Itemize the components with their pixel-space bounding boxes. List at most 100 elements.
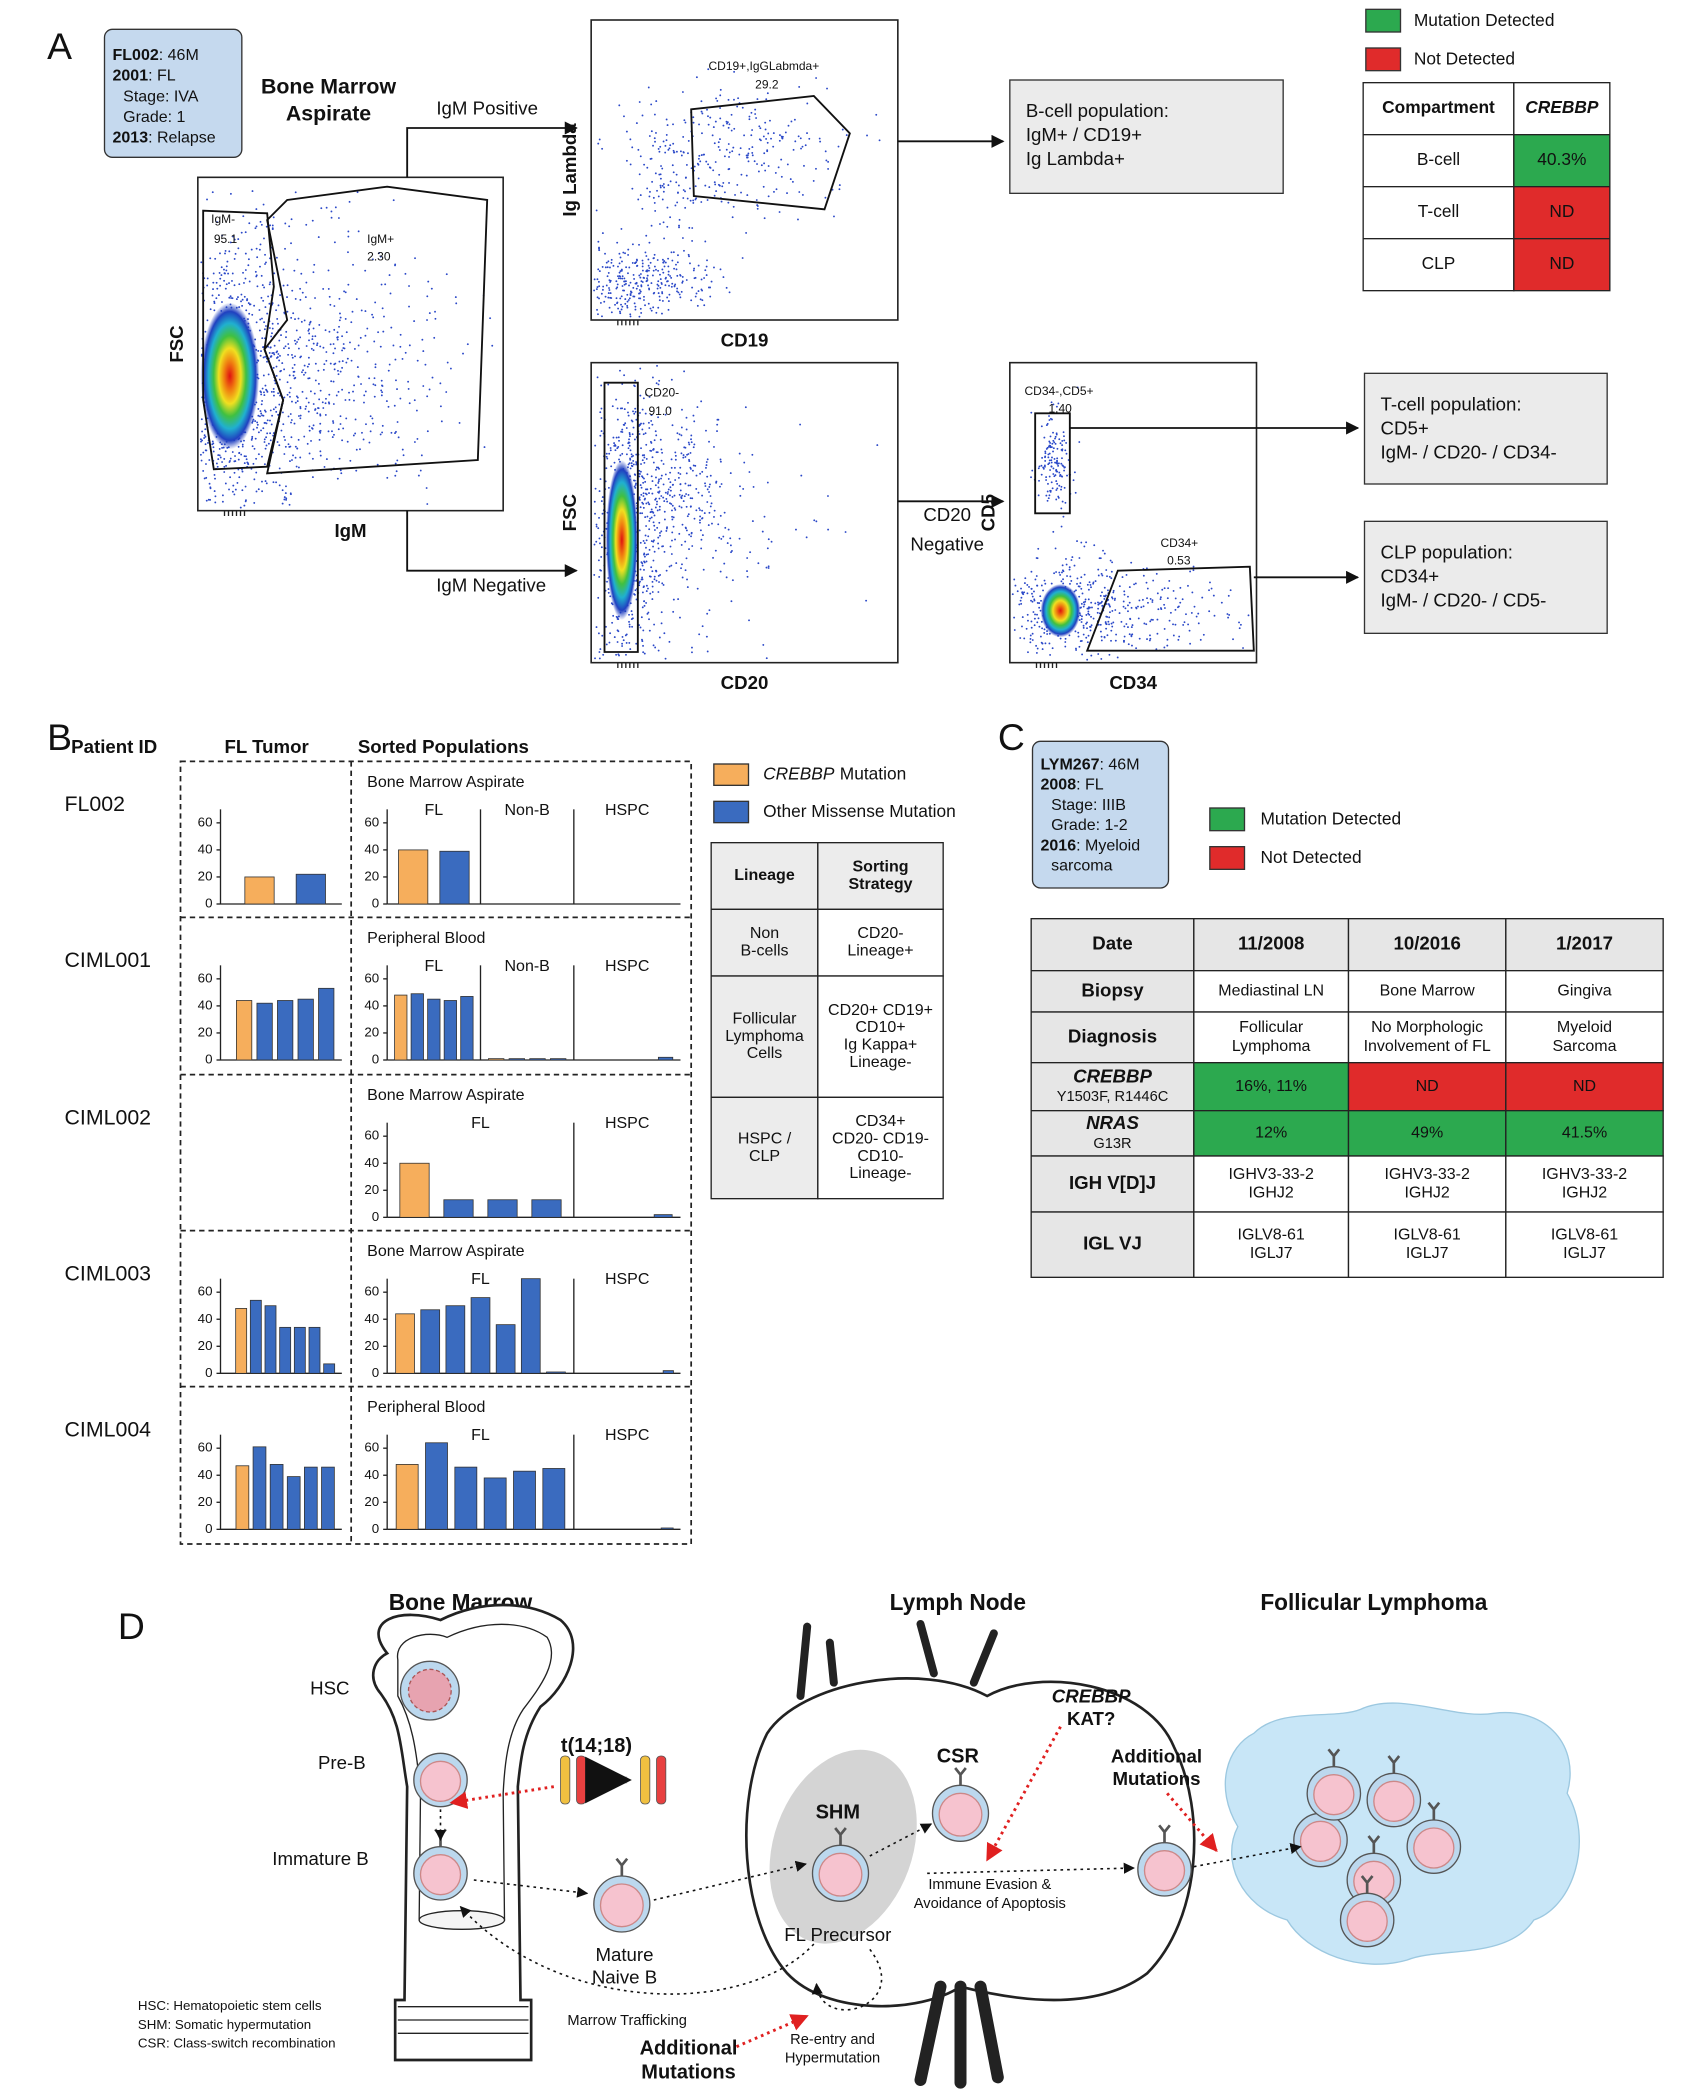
event-dot — [311, 338, 313, 340]
event-dot — [669, 275, 671, 277]
event-dot — [668, 489, 670, 491]
event-dot — [284, 439, 286, 441]
bar — [253, 1447, 266, 1529]
event-dot — [628, 614, 630, 616]
event-dot — [643, 495, 645, 497]
event-dot — [1193, 569, 1195, 571]
event-dot — [623, 281, 625, 283]
event-dot — [688, 140, 690, 142]
event-dot — [1065, 638, 1067, 640]
event-dot — [277, 441, 279, 443]
event-dot — [701, 518, 703, 520]
event-dot — [299, 457, 301, 459]
event-dot — [1128, 643, 1130, 645]
event-dot — [1044, 456, 1046, 458]
event-dot — [645, 525, 647, 527]
event-dot — [1238, 621, 1240, 623]
event-dot — [1100, 595, 1102, 597]
event-dot — [668, 478, 670, 480]
event-dot — [619, 262, 621, 264]
event-dot — [269, 283, 271, 285]
event-dot — [691, 545, 693, 547]
event-dot — [677, 261, 679, 263]
event-dot — [676, 151, 678, 153]
patient-text: : Relapse — [148, 130, 216, 147]
event-dot — [313, 264, 315, 266]
event-dot — [1052, 487, 1054, 489]
event-dot — [214, 501, 216, 503]
event-dot — [421, 339, 423, 341]
event-dot — [1037, 548, 1039, 550]
y-tick-label: 40 — [364, 1311, 379, 1326]
event-dot — [693, 465, 695, 467]
event-dot — [245, 253, 247, 255]
bar — [455, 1467, 477, 1529]
event-dot — [250, 303, 252, 305]
event-dot — [740, 192, 742, 194]
event-dot — [653, 257, 655, 259]
event-dot — [693, 446, 695, 448]
event-dot — [628, 621, 630, 623]
event-dot — [803, 165, 805, 167]
bar — [324, 1364, 335, 1373]
event-dot — [701, 539, 703, 541]
event-dot — [282, 489, 284, 491]
event-dot — [1078, 441, 1080, 443]
event-dot — [602, 266, 604, 268]
event-dot — [673, 150, 675, 152]
event-dot — [658, 480, 660, 482]
event-dot — [285, 499, 287, 501]
event-dot — [600, 385, 602, 387]
table-cell-text: Lymphoma — [1232, 1038, 1311, 1055]
gate-name: IgM+ — [367, 232, 394, 246]
event-dot — [1057, 496, 1059, 498]
event-dot — [628, 463, 630, 465]
event-dot — [312, 335, 314, 337]
event-dot — [1077, 632, 1079, 634]
event-dot — [296, 329, 298, 331]
event-dot — [324, 466, 326, 468]
event-dot — [257, 415, 259, 417]
event-dot — [643, 561, 645, 563]
event-dot — [349, 201, 351, 203]
event-dot — [1051, 446, 1053, 448]
event-dot — [230, 297, 232, 299]
y-tick-label: 0 — [205, 896, 212, 911]
event-dot — [420, 470, 422, 472]
event-dot — [328, 394, 330, 396]
event-dot — [619, 275, 621, 277]
event-dot — [707, 163, 709, 165]
event-dot — [689, 187, 691, 189]
event-dot — [341, 335, 343, 337]
event-dot — [715, 481, 717, 483]
event-dot — [761, 164, 763, 166]
event-dot — [1058, 438, 1060, 440]
event-dot — [647, 275, 649, 277]
event-dot — [711, 523, 713, 525]
event-dot — [369, 442, 371, 444]
event-dot — [1041, 465, 1043, 467]
patient-text: Stage: IIIB — [1051, 797, 1126, 814]
event-dot — [665, 492, 667, 494]
event-dot — [1031, 627, 1033, 629]
event-dot — [1052, 451, 1054, 453]
event-dot — [313, 343, 315, 345]
event-dot — [336, 395, 338, 397]
event-dot — [732, 147, 734, 149]
event-dot — [288, 225, 290, 227]
event-dot — [602, 654, 604, 656]
y-tick-label: 60 — [198, 970, 213, 985]
event-dot — [655, 172, 657, 174]
bar — [309, 1327, 320, 1373]
event-dot — [673, 516, 675, 518]
event-dot — [347, 251, 349, 253]
event-dot — [752, 154, 754, 156]
event-dot — [665, 498, 667, 500]
event-dot — [380, 433, 382, 435]
event-dot — [1038, 467, 1040, 469]
event-dot — [680, 567, 682, 569]
patient-line: 2008: FL — [1041, 777, 1104, 794]
event-dot — [283, 397, 285, 399]
event-dot — [655, 469, 657, 471]
event-dot — [643, 507, 645, 509]
